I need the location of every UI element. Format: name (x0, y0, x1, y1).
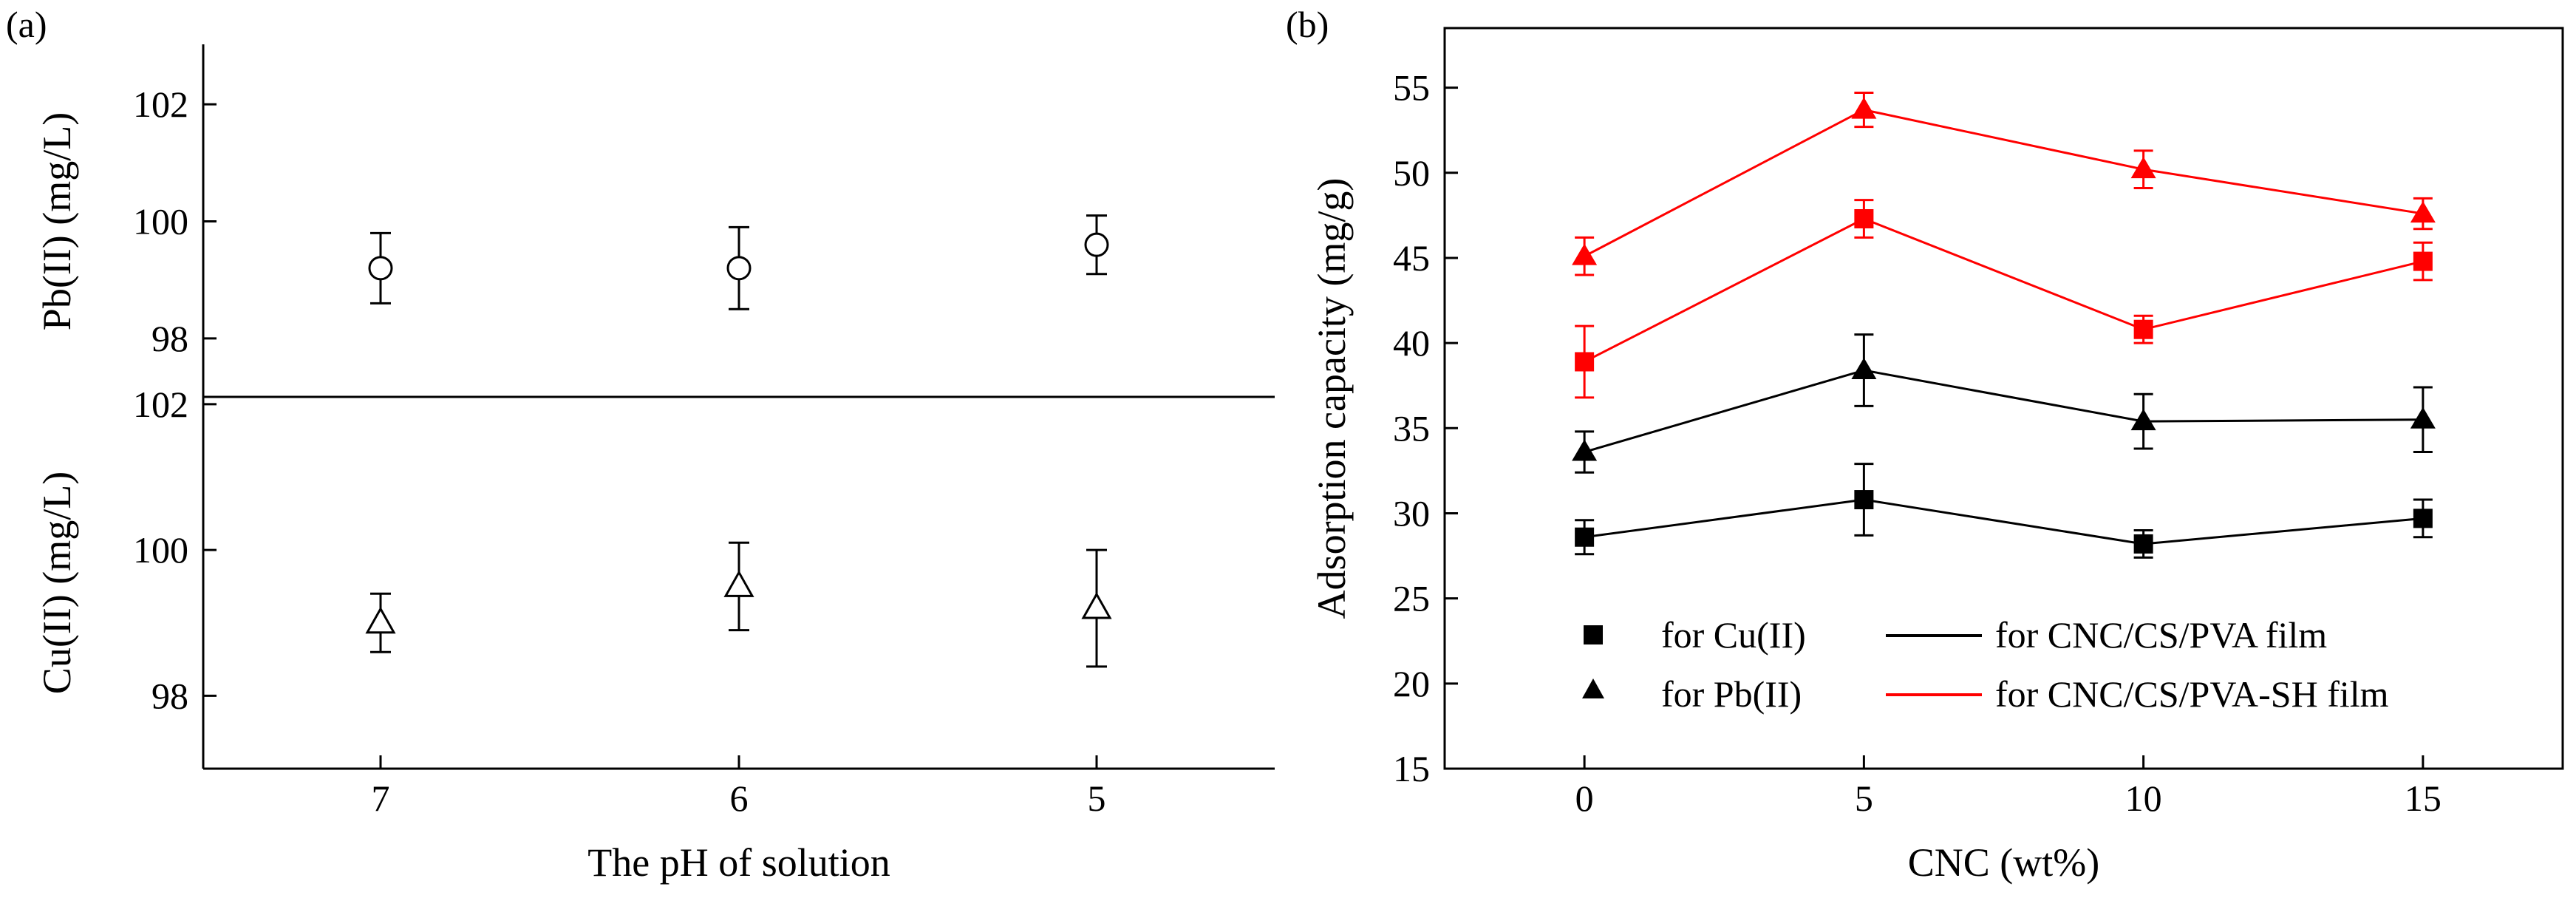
panel-b-x-tick-label-10: 10 (2125, 778, 2162, 819)
panel-b-y-tick-label-20: 20 (1393, 663, 1430, 704)
panel-b-series-pb-ii-for-cnc-cs-pva-sh-film-point-1 (1851, 97, 1877, 119)
panel-a-upper-pb-ii-point-0 (368, 256, 393, 281)
panel-a-lower-y-tick-label-100: 100 (133, 529, 188, 571)
panel-a-upper-pb-ii-point-2 (1084, 232, 1109, 257)
panel-b-series-cu-ii-for-cnc-cs-pva-film-point-2 (2133, 534, 2153, 554)
panel-b-y-axis-title: Adsorption capacity (mg/g) (1309, 178, 1354, 619)
panel-b: (b) 15 20 25 30 35 40 45 50 55 0 5 10 15 Adsorption c… (1286, 4, 2564, 885)
panel-b-y-tick-label-30: 30 (1393, 492, 1430, 534)
panel-b-series-pb-ii-for-cnc-cs-pva-sh-film-point-0 (1572, 243, 1598, 265)
panel-b-y-tick-label-50: 50 (1393, 152, 1430, 194)
panel-a-upper-y-tick-label-98: 98 (151, 318, 188, 359)
legend-marker-square (1584, 625, 1603, 644)
panel-a-x-tick-label-6: 6 (730, 778, 749, 819)
panel-b-y-tick-label-25: 25 (1393, 578, 1430, 619)
panel-b-plot-frame (1443, 27, 2564, 770)
panel-b-series-pb-ii-for-cnc-cs-pva-film-point-0 (1572, 439, 1598, 461)
panel-b-series-pb-ii-for-cnc-cs-pva-film-point-3 (2410, 407, 2436, 429)
panel-a: (a) 98 100 102 Pb(II) (mg/L) 98 100 102 Cu(II)… (6, 4, 1275, 885)
panel-b-series-pb-ii-for-cnc-cs-pva-sh-film-point-3 (2410, 201, 2436, 223)
legend-entry-pb: for Pb(II) (1661, 673, 1802, 715)
panel-a-lower-cu-ii-point-1 (723, 570, 754, 597)
panel-a-label: (a) (6, 4, 47, 45)
legend-entry-cu: for Cu(II) (1661, 614, 1806, 656)
panel-a-x-tick-label-7: 7 (372, 778, 390, 819)
panel-a-lower-y-tick-label-102: 102 (133, 384, 188, 425)
panel-a-lower-y-axis-title: Cu(II) (mg/L) (35, 472, 79, 694)
panel-a-x-axis: 7 6 5 (372, 755, 1106, 819)
panel-b-series-cu-ii-for-cnc-cs-pva-film-point-1 (1854, 490, 1874, 510)
panel-b-series-cu-ii-for-cnc-cs-pva-sh-film-point-0 (1575, 352, 1595, 372)
panel-a-lower-y-tick-label-98: 98 (151, 675, 188, 716)
panel-b-y-tick-label-40: 40 (1393, 322, 1430, 364)
panel-a-upper-plot: 98 100 102 Pb(II) (mg/L) (35, 44, 1275, 769)
panel-a-upper-y-tick-label-100: 100 (133, 201, 188, 242)
panel-b-y-tick-label-15: 15 (1393, 748, 1430, 789)
legend-entry-pva-film: for CNC/CS/PVA film (1995, 614, 2327, 656)
panel-a-x-axis-title: The pH of solution (587, 840, 890, 885)
panel-b-y-tick-label-55: 55 (1393, 67, 1430, 109)
panel-b-series-pb-ii-for-cnc-cs-pva-film-point-2 (2130, 409, 2156, 431)
panel-b-x-tick-label-0: 0 (1575, 778, 1594, 819)
panel-a-x-tick-label-5: 5 (1088, 778, 1106, 819)
panel-b-x-tick-label-15: 15 (2405, 778, 2442, 819)
panel-b-series-pb-ii-for-cnc-cs-pva-film-point-1 (1851, 357, 1877, 379)
legend-marker-triangle (1582, 678, 1604, 698)
panel-b-legend: for Cu(II) for Pb(II) for CNC/CS/PVA fil… (1582, 614, 2389, 715)
panel-b-label: (b) (1286, 4, 1329, 45)
panel-a-lower-cu-ii-point-0 (365, 606, 396, 634)
panel-a-upper-pb-ii-point-1 (726, 256, 752, 281)
panel-b-series-cu-ii-for-cnc-cs-pva-sh-film-line (1584, 217, 2424, 363)
panel-b-series-pb-ii-for-cnc-cs-pva-sh-film-point-2 (2130, 157, 2156, 179)
panel-b-x-axis-title: CNC (wt%) (1908, 840, 2099, 885)
legend-entry-pva-sh-film: for CNC/CS/PVA-SH film (1995, 673, 2389, 715)
panel-a-lower-cu-ii-point-2 (1081, 591, 1112, 619)
panel-b-plot: 15 20 25 30 35 40 45 50 55 0 5 10 15 Adsorption capac… (1309, 27, 2564, 885)
panel-b-series-cu-ii-for-cnc-cs-pva-sh-film-point-2 (2133, 319, 2153, 339)
panel-b-series-cu-ii-for-cnc-cs-pva-film-point-3 (2413, 508, 2433, 528)
panel-b-series-cu-ii-for-cnc-cs-pva-sh-film-point-1 (1854, 208, 1874, 228)
panel-b-y-tick-label-35: 35 (1393, 407, 1430, 449)
panel-b-series-cu-ii-for-cnc-cs-pva-film-line (1584, 498, 2424, 545)
panel-b-series-cu-ii-for-cnc-cs-pva-sh-film-point-3 (2413, 251, 2433, 271)
panel-b-series-pb-ii-for-cnc-cs-pva-film-line (1584, 369, 2423, 453)
panel-b-series-cu-ii-for-cnc-cs-pva-film-point-0 (1575, 527, 1595, 547)
panel-b-x-tick-label-5: 5 (1855, 778, 1873, 819)
panel-b-series-pb-ii-for-cnc-cs-pva-sh-film-line (1584, 108, 2424, 257)
panel-b-y-tick-label-45: 45 (1393, 237, 1430, 279)
panel-a-upper-y-axis-title: Pb(II) (mg/L) (35, 112, 79, 330)
panel-a-upper-y-tick-label-102: 102 (133, 84, 188, 125)
